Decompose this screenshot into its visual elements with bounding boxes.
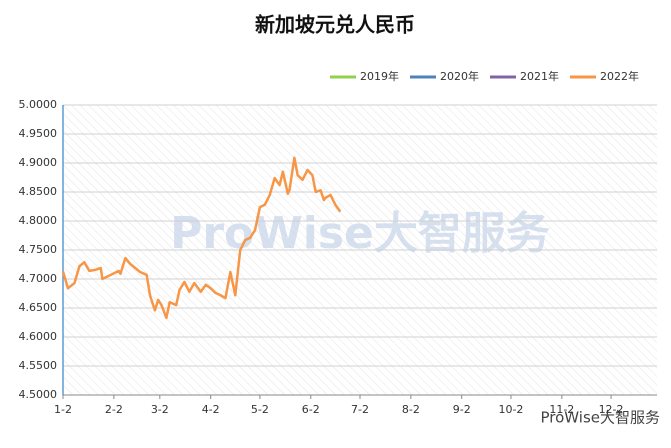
y-tick-label: 4.7500 <box>19 243 58 256</box>
x-tick-label: 11-2 <box>549 403 574 416</box>
x-tick-label: 1-2 <box>54 403 72 416</box>
x-tick-label: 5-2 <box>251 403 269 416</box>
watermark: ProWise大智服务 <box>170 208 550 259</box>
x-tick-label: 4-2 <box>202 403 220 416</box>
x-tick-label: 8-2 <box>402 403 420 416</box>
y-tick-label: 4.8500 <box>19 185 58 198</box>
x-tick-label: 2-2 <box>105 403 123 416</box>
x-tick-label: 6-2 <box>302 403 320 416</box>
legend-label: 2021年 <box>520 69 559 83</box>
y-tick-label: 4.7000 <box>19 272 58 285</box>
legend-label: 2022年 <box>600 69 639 83</box>
y-tick-label: 4.6000 <box>19 330 58 343</box>
y-tick-label: 4.6500 <box>19 301 58 314</box>
x-tick-label: 7-2 <box>351 403 369 416</box>
y-tick-label: 4.5000 <box>19 388 58 401</box>
legend-label: 2020年 <box>440 69 479 83</box>
x-tick-label: 12-2 <box>599 403 624 416</box>
y-tick-label: 4.8000 <box>19 214 58 227</box>
x-tick-label: 9-2 <box>453 403 471 416</box>
y-tick-label: 4.9500 <box>19 127 58 140</box>
y-tick-label: 5.0000 <box>19 98 58 111</box>
y-tick-label: 4.5500 <box>19 359 58 372</box>
x-tick-label: 3-2 <box>151 403 169 416</box>
y-tick-label: 4.9000 <box>19 156 58 169</box>
chart-title: 新加坡元兑人民币 <box>255 13 415 37</box>
series-line <box>61 156 342 320</box>
x-tick-label: 10-2 <box>498 403 523 416</box>
legend-label: 2019年 <box>360 69 399 83</box>
footer-brand: ProWise大智服务 <box>540 409 660 427</box>
